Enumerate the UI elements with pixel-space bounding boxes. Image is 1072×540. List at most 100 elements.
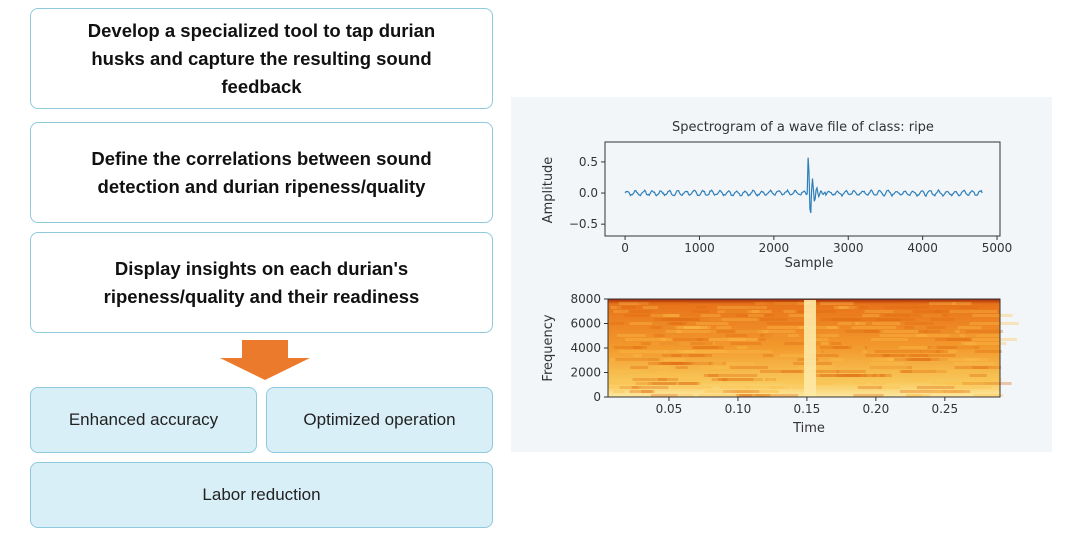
waveform-line — [624, 157, 983, 214]
spectrogram-texture — [608, 382, 653, 385]
spectrogram-texture — [780, 354, 805, 357]
spectrogram-texture — [667, 318, 682, 321]
spectrogram-texture — [642, 306, 659, 309]
spectrogram-texture — [716, 306, 767, 309]
spectrogram-texture — [609, 370, 639, 373]
spectrogram-texture — [610, 306, 622, 309]
spectrogram-texture — [638, 302, 688, 305]
spectrogram-texture — [704, 390, 726, 393]
spectrogram-texture — [641, 354, 682, 357]
step-text: Display insights on each durian's ripene… — [103, 257, 420, 307]
spectrogram-texture — [648, 382, 697, 385]
spectrogram-texture — [970, 338, 1017, 341]
step-box: Develop a specialized tool to tap durian… — [30, 8, 493, 109]
x-tick-label: 0.25 — [931, 402, 958, 416]
x-axis-label: Time — [792, 421, 825, 436]
spectrogram-texture — [935, 350, 948, 353]
spectrogram-texture — [742, 394, 777, 397]
spectrogram-burst — [804, 300, 816, 397]
spectrogram-texture — [845, 330, 884, 333]
spectrogram-texture — [735, 314, 774, 317]
spectrogram-texture — [765, 378, 777, 381]
spectrogram-texture — [811, 302, 822, 305]
benefit-box: Optimized operation — [266, 387, 493, 453]
spectrogram-texture — [969, 374, 988, 377]
spectrogram-texture — [886, 358, 903, 361]
spectrogram-texture — [671, 354, 713, 357]
spectrogram-texture — [762, 354, 774, 357]
x-tick-label: 0.10 — [725, 402, 752, 416]
waveform-title: Spectrogram of a wave file of class: rip… — [672, 120, 934, 135]
spectrogram-texture — [618, 310, 652, 313]
spectrogram-texture — [946, 338, 971, 341]
spectrogram-texture — [880, 330, 919, 333]
spectrogram-texture — [655, 370, 671, 373]
spectrogram-texture — [899, 390, 945, 393]
spectrogram-texture — [836, 374, 877, 377]
spectrogram-texture — [735, 330, 769, 333]
spectrogram-texture — [972, 314, 1013, 317]
spectrogram-texture — [716, 326, 732, 329]
spectrogram-texture — [613, 346, 643, 349]
spectrogram-texture — [872, 374, 884, 377]
spectrogram-texture — [852, 382, 867, 385]
spectrogram-texture — [767, 322, 814, 325]
spectrogram-texture — [724, 310, 748, 313]
spectrogram-texture — [654, 334, 665, 337]
spectrogram-texture — [920, 350, 941, 353]
spectrogram-texture — [676, 330, 717, 333]
spectrogram-texture — [703, 374, 719, 377]
spectrogram-texture — [901, 370, 913, 373]
spectrogram-texture — [662, 314, 680, 317]
spectrogram-texture — [858, 322, 873, 325]
spectrogram-texture — [697, 338, 729, 341]
spectrogram-texture — [783, 310, 798, 313]
spectrogram-texture — [818, 382, 836, 385]
spectrogram-texture — [731, 390, 779, 393]
spectrogram-texture — [869, 362, 904, 365]
spectrogram-texture — [662, 318, 709, 321]
spectrogram-texture — [674, 326, 701, 329]
spectrogram-texture — [928, 302, 956, 305]
spectrogram-texture — [820, 318, 862, 321]
spectrogram-texture — [874, 350, 922, 353]
spectrogram-texture — [664, 350, 696, 353]
spectrogram-texture — [844, 374, 886, 377]
spectrogram-texture — [904, 322, 934, 325]
spectrogram-texture — [841, 306, 855, 309]
spectrogram-texture — [613, 310, 629, 313]
spectrogram-texture — [688, 354, 705, 357]
spectrogram-texture — [692, 310, 710, 313]
spectrogram-texture — [759, 334, 789, 337]
spectrogram-texture — [638, 374, 682, 377]
spectrogram-texture — [954, 366, 989, 369]
x-tick-label: 5000 — [982, 241, 1013, 255]
spectrogram-texture — [675, 366, 688, 369]
spectrogram-texture — [851, 326, 897, 329]
spectrogram-texture — [853, 322, 901, 325]
spectrogram-texture — [651, 366, 670, 369]
spectrogram-texture — [633, 354, 662, 357]
spectrogram-texture — [719, 386, 749, 389]
spectrogram-texture — [864, 330, 879, 333]
spectrogram-texture — [711, 378, 728, 381]
spectrogram-texture — [629, 390, 655, 393]
spectrogram-texture — [708, 362, 727, 365]
spectrogram-texture — [965, 342, 976, 345]
spectrogram-texture — [866, 366, 908, 369]
spectrogram-texture — [953, 390, 964, 393]
spectrogram-texture — [809, 338, 829, 341]
spectrogram-texture — [924, 330, 956, 333]
spectrogram-texture — [887, 354, 902, 357]
spectrogram-texture — [775, 302, 817, 305]
spectrogram-texture — [832, 346, 849, 349]
spectrogram-texture — [899, 346, 928, 349]
spectrogram-texture — [899, 370, 947, 373]
spectrogram-texture — [964, 358, 979, 361]
spectrogram-texture — [691, 346, 719, 349]
spectrogram-texture — [667, 322, 683, 325]
spectrogram-texture — [959, 334, 1000, 337]
spectrogram-texture — [661, 362, 693, 365]
spectrogram-texture — [864, 310, 913, 313]
